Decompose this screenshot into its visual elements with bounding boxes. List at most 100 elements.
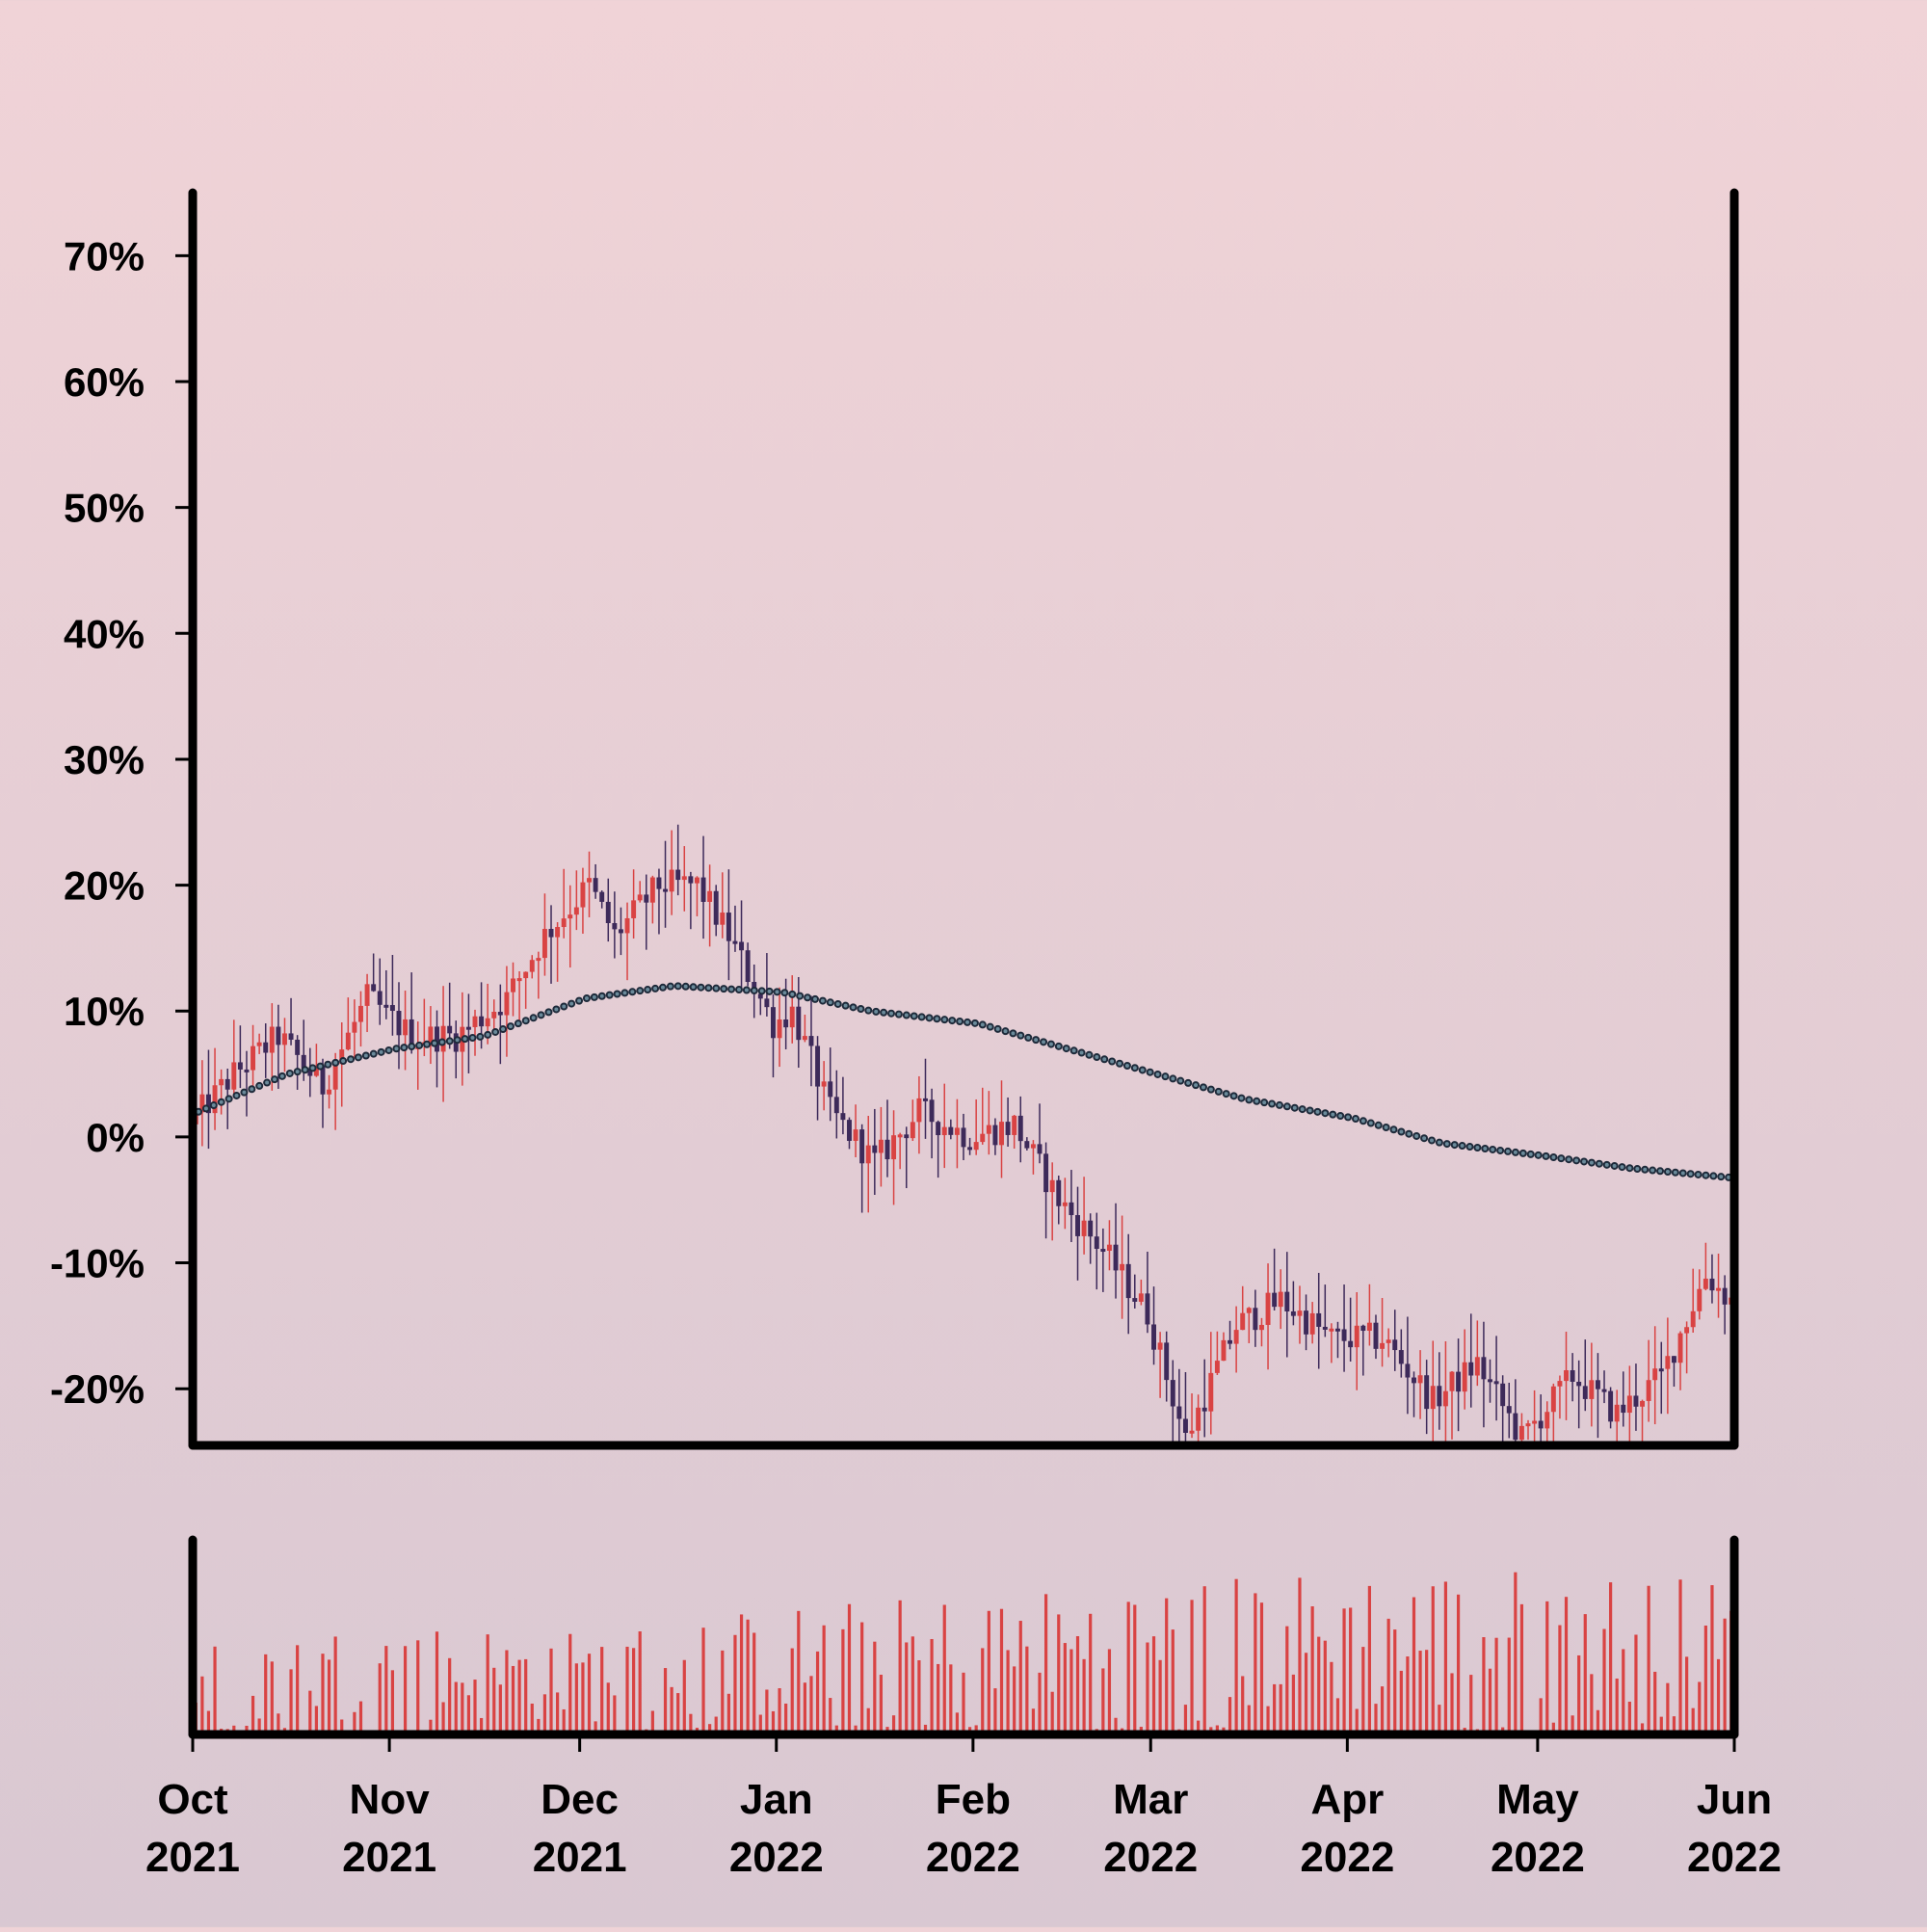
volume-bar — [1380, 1686, 1385, 1734]
volume-bar — [714, 1716, 718, 1734]
candle-body — [573, 907, 579, 915]
ma-dot — [910, 1012, 918, 1020]
candle-body — [808, 1036, 814, 1046]
candle-body — [1538, 1420, 1544, 1429]
candle-body — [618, 929, 623, 934]
volume-bar — [923, 1724, 928, 1734]
volume-bar — [911, 1636, 914, 1734]
ma-dot — [1290, 1103, 1299, 1112]
ma-dot — [453, 1036, 462, 1045]
y-tick-label: -10% — [50, 1241, 145, 1286]
ma-dot — [415, 1041, 424, 1049]
volume-bar — [1063, 1643, 1067, 1734]
candle-body — [339, 1049, 345, 1065]
volume-bar — [771, 1710, 776, 1734]
candle-body — [992, 1125, 998, 1146]
volume-bar — [1241, 1676, 1245, 1734]
candle-body — [891, 1135, 897, 1160]
candle-body — [1412, 1377, 1416, 1384]
candle-body — [1106, 1244, 1112, 1252]
ma-dot — [864, 1006, 873, 1015]
volume-bar — [1443, 1581, 1448, 1734]
ma-dot — [1656, 1167, 1665, 1176]
ma-dot — [1245, 1096, 1254, 1104]
volume-bar — [1367, 1585, 1371, 1734]
candle-body — [986, 1125, 991, 1134]
ma-dot — [1717, 1173, 1726, 1181]
candle-body — [1272, 1292, 1278, 1308]
candle-body — [757, 993, 763, 999]
candle-body — [675, 869, 681, 881]
volume-bar — [1539, 1698, 1543, 1734]
candle-body — [1278, 1291, 1283, 1308]
ma-dot — [1641, 1165, 1650, 1174]
ma-dot — [514, 1019, 522, 1028]
ma-dot — [636, 987, 645, 995]
volume-bar — [1165, 1598, 1169, 1734]
ma-dot — [491, 1027, 500, 1036]
volume-bar — [1234, 1578, 1238, 1734]
candle-body — [1677, 1333, 1683, 1363]
volume-bar — [1050, 1691, 1054, 1734]
ma-dot — [1344, 1113, 1353, 1122]
candle-body — [1164, 1342, 1170, 1381]
volume-bar — [803, 1682, 806, 1734]
candle-body — [1024, 1141, 1030, 1149]
y-tick-label: 20% — [64, 863, 145, 909]
ma-dot — [1473, 1144, 1482, 1152]
ma-dot — [1192, 1081, 1201, 1090]
volume-bar — [1323, 1640, 1327, 1734]
x-tick-label-year: 2021 — [145, 1834, 240, 1881]
volume-bar — [1723, 1618, 1727, 1734]
candle-body — [1570, 1370, 1575, 1382]
ma-dot — [1458, 1142, 1466, 1151]
ma-dot — [933, 1015, 941, 1023]
ma-dot — [1351, 1115, 1359, 1124]
candle-body — [371, 984, 377, 992]
x-tick-label-month: Jun — [1697, 1776, 1772, 1823]
candle-body — [1474, 1357, 1480, 1376]
ma-dot — [1336, 1111, 1345, 1120]
candle-body — [599, 891, 605, 902]
candle-body — [967, 1147, 973, 1151]
volume-bar — [1659, 1716, 1663, 1734]
volume-bar — [650, 1710, 654, 1734]
y-tick-label: 10% — [64, 989, 145, 1034]
ma-dot — [818, 996, 827, 1005]
ma-dot — [308, 1064, 317, 1072]
candle-body — [663, 888, 669, 892]
ma-dot — [1016, 1031, 1025, 1040]
candle-body — [916, 1098, 922, 1123]
volume-bar — [1133, 1604, 1137, 1734]
candle-body — [739, 941, 745, 951]
volume-bar — [429, 1719, 433, 1734]
candle-body — [1341, 1329, 1347, 1341]
x-tick-label-year: 2022 — [1103, 1834, 1198, 1881]
volume-bar — [955, 1712, 960, 1734]
volume-bar — [1069, 1649, 1073, 1734]
ma-dot — [720, 985, 728, 993]
ma-dot — [1199, 1083, 1207, 1092]
ma-dot — [392, 1045, 401, 1053]
volume-bar — [1583, 1614, 1587, 1734]
ma-dot — [857, 1005, 865, 1014]
x-tick-label-month: May — [1496, 1776, 1579, 1823]
candle-body — [1398, 1350, 1404, 1364]
volume-bar — [340, 1719, 344, 1734]
volume-bar — [1545, 1601, 1549, 1734]
ma-dot — [605, 991, 614, 999]
ma-dot — [1184, 1078, 1193, 1087]
ma-dot — [1069, 1046, 1078, 1055]
y-tick-label: 70% — [64, 233, 145, 278]
ma-dot — [1001, 1027, 1010, 1036]
volume-bar — [1469, 1675, 1473, 1734]
volume-bar — [670, 1686, 673, 1734]
candle-body — [352, 1021, 357, 1033]
volume-bar — [1590, 1674, 1594, 1734]
candle-body — [479, 1016, 485, 1027]
candle-body — [1671, 1356, 1676, 1363]
volume-bar — [1393, 1629, 1397, 1734]
ma-dot — [597, 992, 606, 1000]
ma-dot — [544, 1008, 553, 1017]
volume-bar — [1349, 1607, 1353, 1734]
